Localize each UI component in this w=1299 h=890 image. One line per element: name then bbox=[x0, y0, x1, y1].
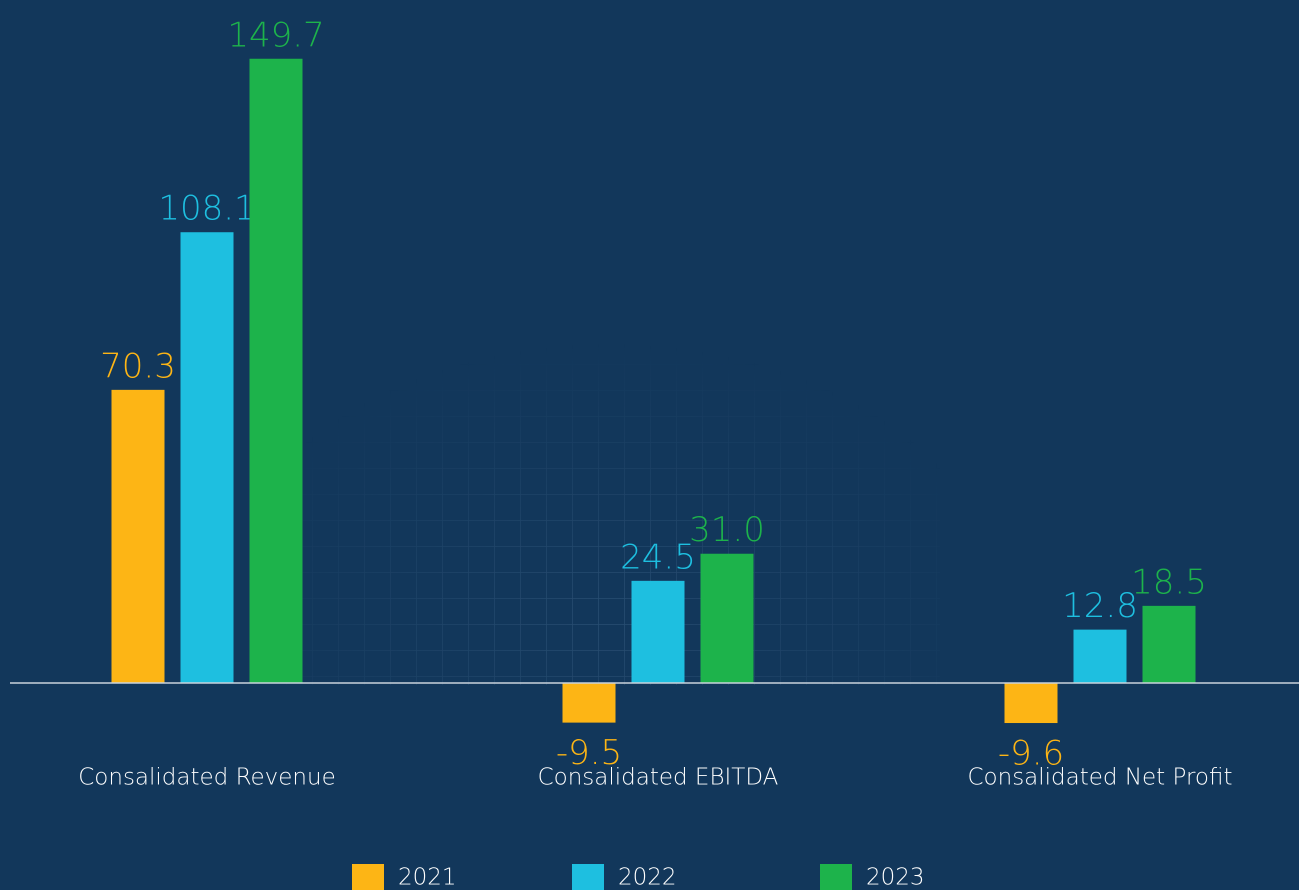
legend-label: 2023 bbox=[866, 865, 925, 890]
bar bbox=[631, 580, 685, 683]
value-label: -9.6 bbox=[998, 734, 1064, 774]
value-label: 108.1 bbox=[158, 189, 255, 229]
bar bbox=[1142, 605, 1196, 683]
value-label: 70.3 bbox=[100, 346, 176, 386]
bar bbox=[180, 232, 234, 683]
legend-label: 2021 bbox=[398, 865, 457, 890]
bar bbox=[1073, 629, 1127, 683]
decorative-grid bbox=[280, 230, 940, 685]
legend-label: 2022 bbox=[618, 865, 677, 890]
legend-swatch bbox=[572, 864, 604, 890]
bar bbox=[111, 389, 165, 683]
bar bbox=[1004, 683, 1058, 724]
category-label: Consalidated Net Profit bbox=[967, 765, 1232, 791]
value-label: 12.8 bbox=[1062, 586, 1138, 626]
legend-swatch bbox=[352, 864, 384, 890]
legend-swatch bbox=[820, 864, 852, 890]
value-label: 149.7 bbox=[227, 15, 324, 55]
value-label: 24.5 bbox=[620, 537, 696, 577]
bar bbox=[249, 58, 303, 684]
value-label: -9.5 bbox=[556, 733, 622, 773]
category-label: Consalidated EBITDA bbox=[538, 765, 779, 791]
bar bbox=[562, 683, 616, 723]
bar bbox=[700, 553, 754, 683]
value-label: 31.0 bbox=[689, 510, 765, 550]
category-label: Consalidated Revenue bbox=[78, 765, 336, 791]
value-label: 18.5 bbox=[1131, 562, 1207, 602]
